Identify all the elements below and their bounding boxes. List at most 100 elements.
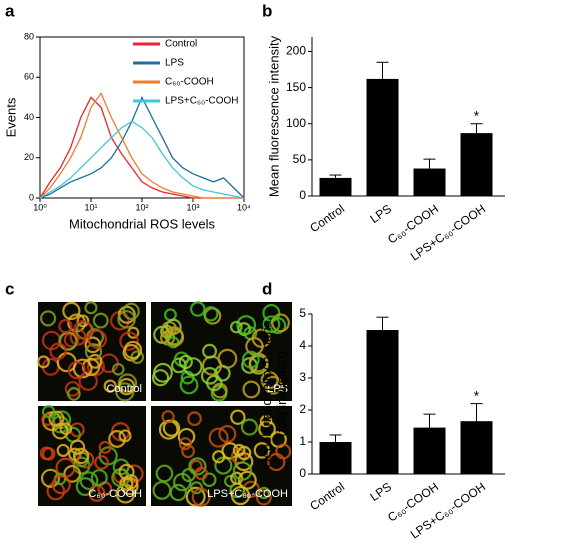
cell — [178, 354, 193, 370]
cell — [194, 466, 208, 481]
cell — [98, 440, 112, 454]
cell — [151, 369, 170, 387]
cell — [236, 315, 257, 335]
cell — [242, 380, 261, 399]
series-line — [39, 91, 244, 199]
cell — [251, 328, 272, 348]
cell — [51, 475, 71, 495]
cell — [189, 481, 203, 495]
x-tick-label: 10¹ — [84, 202, 97, 212]
micrographs: Control LPS C₆₀-COOH LPS+C₆₀-COOH — [37, 301, 292, 507]
y-tick-label: 100 — [286, 116, 306, 130]
cell — [217, 348, 238, 369]
bar — [366, 78, 399, 196]
cell — [200, 367, 219, 385]
cell — [42, 447, 56, 461]
cell — [241, 350, 260, 369]
cell — [230, 409, 246, 425]
cell — [181, 467, 196, 483]
y-tick-label: 40 — [24, 112, 34, 122]
bar — [366, 330, 399, 474]
cell — [188, 457, 207, 476]
bar — [413, 168, 446, 196]
cell — [262, 315, 281, 334]
cell — [62, 301, 81, 321]
series-line — [39, 96, 244, 199]
cell — [232, 461, 253, 481]
cell — [271, 313, 290, 333]
cell — [212, 450, 226, 464]
cell — [155, 464, 174, 483]
cell — [224, 474, 237, 488]
y-axis-label: (fold induction) — [274, 351, 289, 436]
cell — [58, 319, 73, 334]
cell — [179, 375, 199, 395]
y-tick-label: 1 — [299, 434, 306, 448]
cell — [79, 471, 99, 491]
bar — [460, 133, 493, 196]
x-tick-label: Control — [307, 202, 347, 236]
cell — [39, 310, 57, 327]
cell — [41, 405, 56, 419]
cell — [178, 437, 192, 451]
cell — [87, 329, 107, 349]
cell — [248, 352, 269, 373]
cell — [72, 447, 90, 465]
cell — [73, 320, 93, 340]
cell — [237, 470, 257, 490]
cell — [118, 429, 132, 443]
y-tick-label: 0 — [299, 466, 306, 480]
cell — [258, 420, 276, 438]
cell — [236, 445, 252, 461]
x-tick-label: Control — [307, 480, 347, 514]
cell — [202, 343, 218, 359]
cell — [67, 361, 86, 380]
x-tick-label: LPS — [367, 202, 394, 226]
cell — [112, 458, 130, 476]
cell — [49, 342, 67, 360]
micrograph-label: LPS — [267, 383, 288, 395]
bar — [319, 177, 352, 196]
cell — [181, 444, 196, 459]
micrograph-label: LPS+C₆₀-COOH — [207, 488, 288, 500]
cell — [59, 422, 73, 435]
cell — [122, 302, 140, 320]
significance-mark: * — [474, 107, 480, 123]
significance-mark: * — [474, 387, 480, 403]
cell — [117, 310, 136, 329]
cell — [56, 443, 70, 458]
y-tick-label: 20 — [24, 152, 34, 162]
y-tick-label: 0 — [29, 192, 34, 202]
cell — [230, 320, 243, 334]
y-tick-label: 150 — [286, 80, 306, 94]
cell — [63, 465, 82, 483]
cell — [187, 411, 202, 427]
cell — [84, 336, 102, 354]
cell — [88, 484, 106, 502]
y-tick-label: 80 — [24, 31, 34, 41]
cell — [125, 464, 144, 483]
legend-label: C₆₀-COOH — [165, 77, 214, 88]
series-line — [39, 95, 245, 199]
cell — [92, 312, 109, 329]
cell — [177, 427, 196, 446]
y-tick-label: 200 — [286, 44, 306, 58]
y-tick-label: 0 — [299, 188, 306, 202]
panel-label: c — [5, 279, 14, 298]
cell — [76, 314, 90, 328]
panel-label: a — [5, 1, 15, 20]
bar — [413, 427, 446, 474]
x-tick-label: 10² — [135, 202, 148, 212]
cell — [275, 443, 292, 460]
series-line — [39, 120, 245, 199]
panel-label: d — [262, 279, 272, 298]
cell — [257, 486, 271, 500]
y-axis-label: Depolarized mitochondria — [259, 320, 274, 468]
cell — [103, 379, 117, 393]
cell — [118, 463, 135, 480]
cell — [119, 331, 139, 351]
cell — [191, 487, 211, 507]
cell — [84, 301, 98, 315]
cell — [111, 362, 125, 376]
y-axis-label: Events — [3, 97, 18, 137]
